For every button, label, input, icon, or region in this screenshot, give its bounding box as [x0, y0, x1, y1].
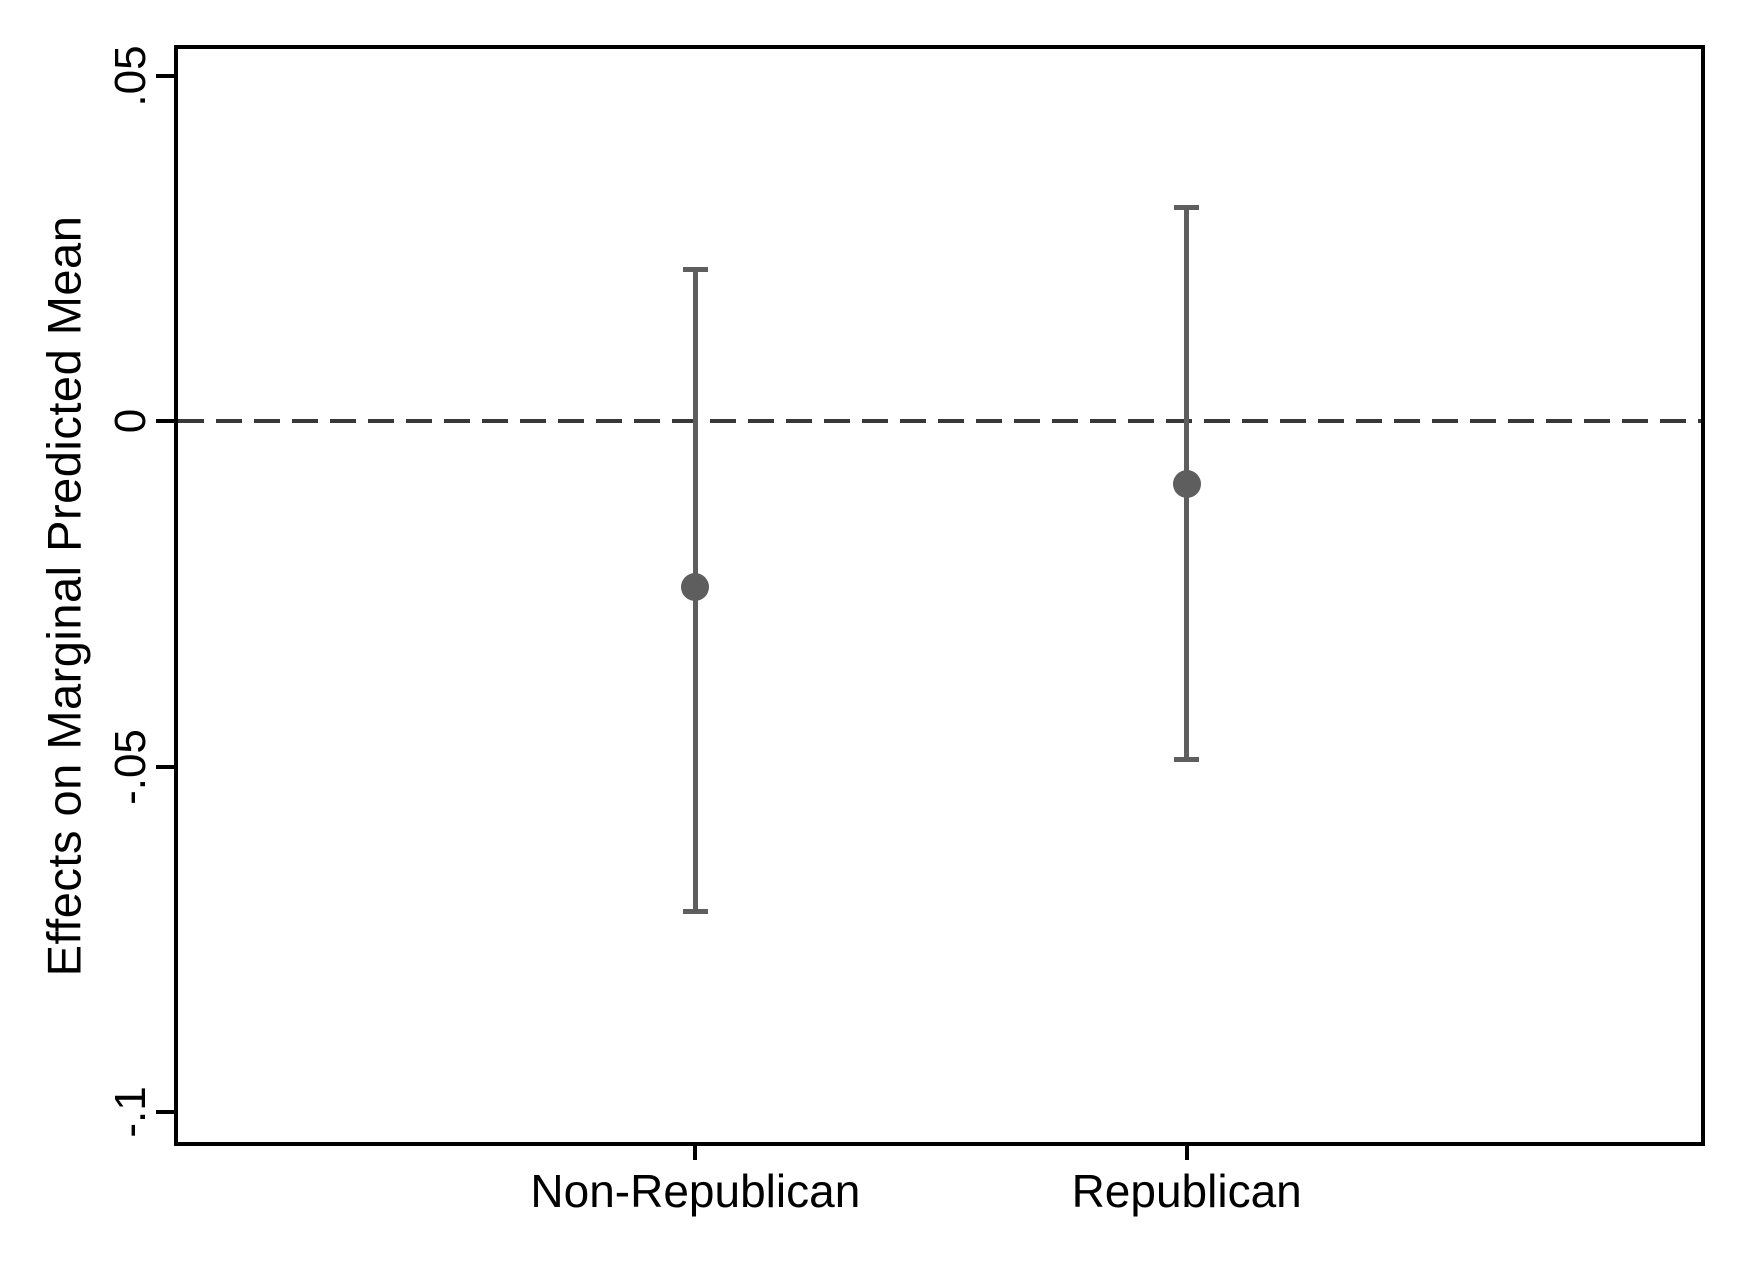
y-tick-label-text: -.05	[106, 728, 155, 805]
y-tick-label-text: .05	[106, 45, 155, 107]
plot-area: .05 0 -.05 -.1 Non-Republican Republican	[106, 45, 1705, 1217]
point-estimate-marker	[1172, 469, 1201, 498]
y-axis-tick	[156, 419, 175, 424]
y-tick-label-text: 0	[106, 409, 155, 434]
confidence-interval-cap-bottom	[1174, 757, 1200, 763]
confidence-interval-cap-top	[1174, 204, 1200, 210]
x-axis-tick	[693, 1142, 698, 1160]
confidence-interval-cap-top	[682, 266, 708, 272]
y-axis-tick	[156, 1110, 175, 1115]
y-axis-tick	[156, 764, 175, 769]
y-axis-title-text: Effects on Marginal Predicted Mean	[37, 215, 91, 977]
y-tick-label-text: -.1	[106, 1086, 155, 1138]
x-category-label: Non-Republican	[530, 1165, 861, 1217]
point-estimate-marker	[681, 573, 710, 602]
y-axis-tick	[156, 73, 175, 78]
x-category-label: Republican	[1071, 1165, 1302, 1217]
confidence-interval-cap-bottom	[682, 909, 708, 915]
x-axis-tick	[1184, 1142, 1189, 1160]
zero-reference-line	[178, 419, 1701, 424]
